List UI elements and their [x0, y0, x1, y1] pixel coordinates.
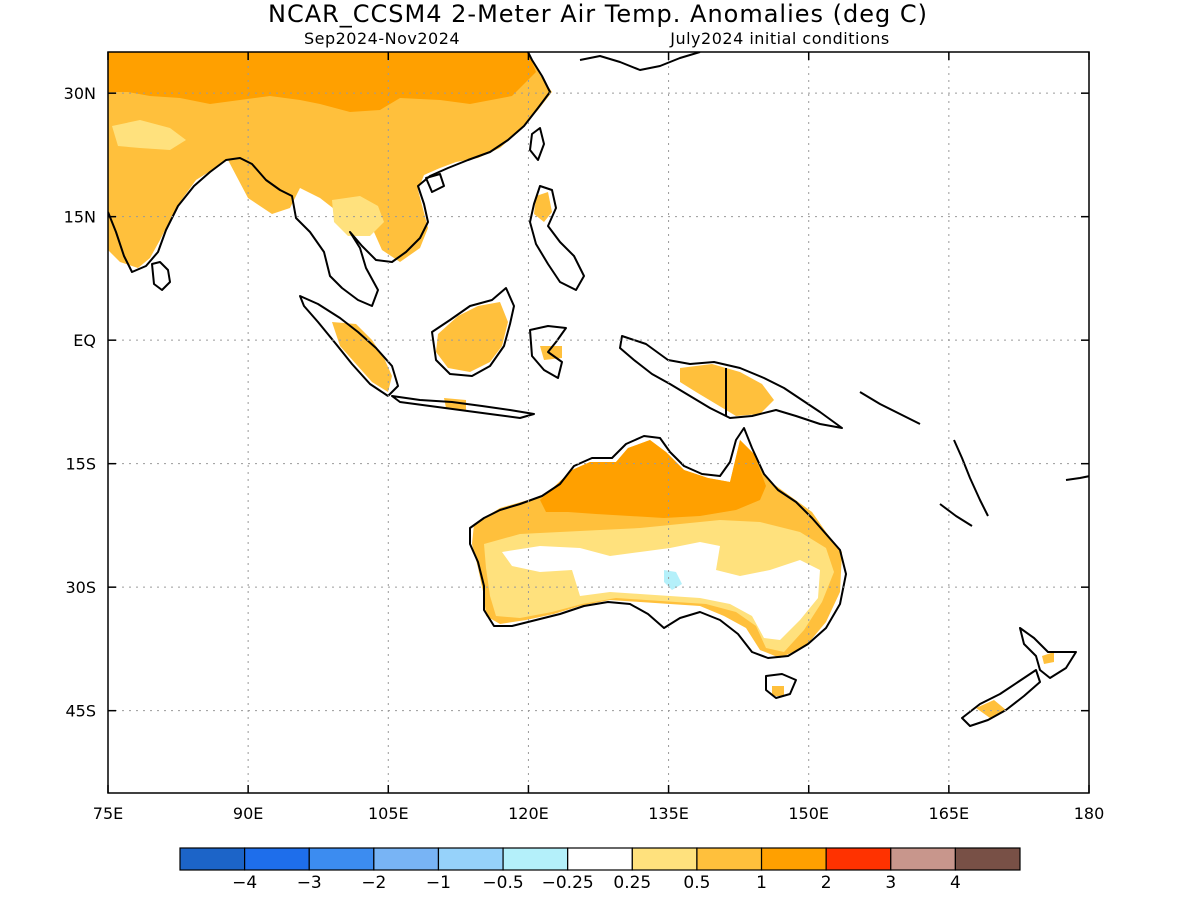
legend-color-bin [696, 847, 763, 871]
legend-color-bin [502, 847, 569, 871]
legend-label: −1 [426, 873, 451, 893]
anomaly-region-india-light [112, 120, 186, 150]
anomaly-shading [108, 52, 1054, 718]
coastline-new-caledonia [939, 503, 973, 527]
coastline-new-zealand-north [1019, 627, 1077, 679]
legend-color-bin [308, 847, 375, 871]
anomaly-region-indochina [332, 196, 384, 236]
coastline-australia [469, 427, 847, 659]
legend-label: −0.25 [542, 873, 594, 893]
lon-tick-label: 75E [93, 804, 123, 823]
coastline-sulawesi [529, 325, 567, 379]
coastline-tasmania [765, 673, 797, 699]
legend-label: 3 [885, 873, 896, 893]
anomaly-region-asia [108, 52, 552, 268]
legend-color-bin [954, 847, 1021, 871]
legend-label: 4 [950, 873, 961, 893]
legend-label: 0.25 [613, 873, 651, 893]
legend-color-bin [373, 847, 440, 871]
coastline-borneo [431, 287, 515, 377]
coastline-new-guinea [619, 335, 843, 429]
lat-tick-label: 15S [65, 455, 96, 474]
coastline-java [391, 395, 535, 419]
lat-tick-label: 45S [65, 702, 96, 721]
coastline-japan [579, 52, 701, 71]
legend-color-bin [890, 847, 956, 871]
legend-label: 2 [821, 873, 832, 893]
map-axes: 75E 90E 105E 120E 135E 150E 165E 180 30N 15N EQ 15S… [64, 52, 1105, 823]
lon-tick-label: 150E [788, 804, 829, 823]
lat-tick-label: 15N [64, 208, 96, 227]
legend-color-bin [437, 847, 504, 871]
legend-label: −4 [232, 873, 257, 893]
legend-label: 1 [756, 873, 767, 893]
coastline-new-zealand-south [961, 669, 1041, 727]
coastline-hainan [425, 173, 445, 193]
anomaly-region-borneo [436, 302, 508, 372]
legend-color-bin [179, 847, 246, 871]
coastlines [108, 52, 1089, 727]
coastline-asia [108, 52, 551, 307]
legend-color-bin [760, 847, 827, 871]
legend-label: −0.5 [482, 873, 523, 893]
map-title: NCAR_CCSM4 2-Meter Air Temp. Anomalies (… [268, 0, 928, 28]
coastline-philippines [529, 185, 585, 291]
lon-tick-label: 105E [368, 804, 409, 823]
anomaly-region-philippines [534, 192, 552, 222]
coastline-sri-lanka [151, 261, 171, 291]
period-subtitle: Sep2024-Nov2024 [304, 29, 460, 48]
anomaly-region-australia-north [540, 440, 766, 518]
lat-tick-label: 30S [65, 578, 96, 597]
coastline-sumatra [299, 295, 399, 397]
legend-color-bin [244, 847, 310, 871]
lon-tick-label: 180 [1074, 804, 1105, 823]
anomaly-region-new-zealand-north [1042, 652, 1054, 664]
lon-tick-label: 120E [508, 804, 549, 823]
anomaly-region-sumatra [332, 322, 392, 392]
map-gridlines [108, 52, 1089, 793]
legend-color-bin [631, 847, 698, 871]
anomaly-region-australia-neutral [502, 542, 820, 640]
initial-conditions-subtitle: July2024 initial conditions [669, 29, 889, 48]
color-legend: −4 −3 −2 −1 −0.5 −0.25 0.25 0.5 1 2 3 4 [179, 847, 1021, 893]
legend-color-bin [567, 847, 633, 871]
legend-label: −2 [361, 873, 386, 893]
map-plot-area [107, 51, 1090, 794]
coastline-fiji [1065, 475, 1089, 481]
legend-color-bin [825, 847, 892, 871]
legend-label: −3 [297, 873, 322, 893]
lat-tick-label: EQ [73, 331, 96, 350]
coastline-vanuatu [953, 439, 989, 517]
coastline-solomon-islands [859, 391, 921, 425]
legend-label: 0.5 [683, 873, 710, 893]
lon-tick-label: 165E [929, 804, 970, 823]
lat-tick-label: 30N [64, 84, 96, 103]
anomaly-region-china-strong [108, 52, 536, 112]
anomaly-region-tasmania [772, 686, 784, 696]
map-frame [107, 51, 1090, 794]
lon-tick-label: 135E [648, 804, 689, 823]
lon-tick-label: 90E [233, 804, 263, 823]
coastline-taiwan [529, 127, 545, 161]
